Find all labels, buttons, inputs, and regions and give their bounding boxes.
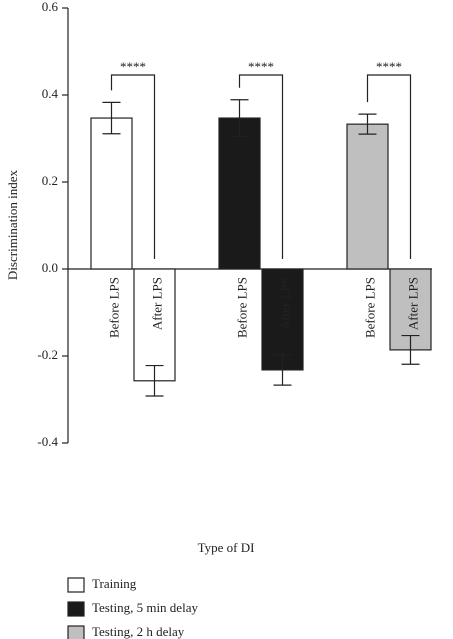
significance-bracket	[366, 74, 412, 259]
significance-label: ****	[248, 59, 274, 74]
significance-label: ****	[120, 59, 146, 74]
bar	[90, 117, 133, 270]
bar	[133, 268, 176, 382]
y-tick-label: 0.0	[42, 260, 58, 275]
error-bar	[401, 334, 420, 365]
significance-label: ****	[376, 59, 402, 74]
bar	[218, 117, 261, 270]
x-tick-label: Before LPS	[362, 277, 377, 338]
error-bar	[145, 364, 164, 397]
y-tick-label: -0.4	[37, 434, 58, 449]
bar	[346, 123, 389, 270]
error-bar	[102, 101, 121, 135]
bar	[261, 268, 304, 371]
legend-swatch	[67, 625, 85, 639]
legend-label: Testing, 2 h delay	[92, 624, 185, 639]
y-tick-label: 0.4	[42, 86, 59, 101]
y-tick-label: 0.6	[42, 0, 59, 14]
significance-bracket	[238, 74, 284, 259]
x-tick-label: Before LPS	[234, 277, 249, 338]
legend-label: Testing, 5 min delay	[92, 600, 198, 615]
x-tick-label: After LPS	[277, 277, 292, 330]
error-bar	[358, 113, 377, 135]
error-bar	[230, 99, 249, 137]
x-axis-title: Type of DI	[198, 540, 255, 555]
error-bar	[273, 354, 292, 386]
legend-swatch	[67, 601, 85, 617]
legend-swatch	[67, 577, 85, 593]
x-tick-label: After LPS	[405, 277, 420, 330]
y-tick-label: 0.2	[42, 173, 58, 188]
x-tick-label: After LPS	[149, 277, 164, 330]
x-tick-label: Before LPS	[106, 277, 121, 338]
legend-label: Training	[92, 576, 137, 591]
significance-bracket	[110, 74, 156, 259]
y-axis-title: Discrimination index	[5, 169, 20, 280]
y-tick-label: -0.2	[37, 347, 58, 362]
